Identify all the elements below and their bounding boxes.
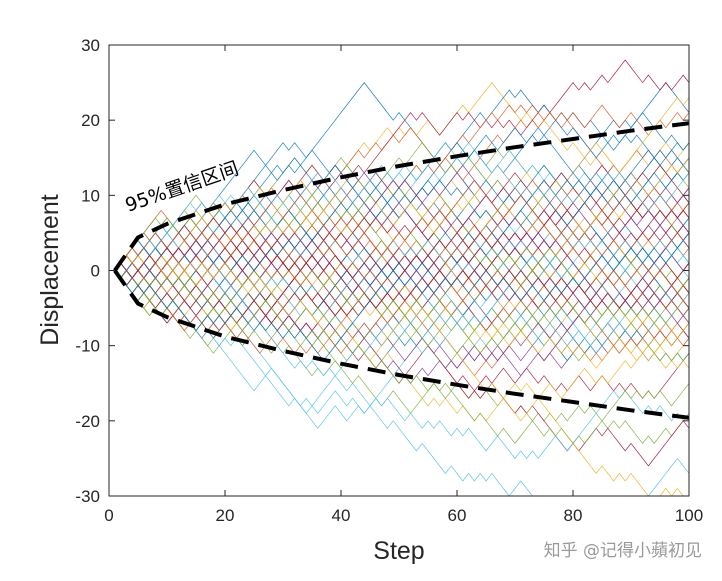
x-tick-label: 60 xyxy=(448,506,467,525)
y-tick-label: 0 xyxy=(91,262,100,281)
random-walk-path xyxy=(114,269,689,444)
x-tick-label: 80 xyxy=(564,506,583,525)
random-walk-path xyxy=(114,232,689,317)
y-tick-label: -30 xyxy=(75,487,100,506)
y-tick-label: 20 xyxy=(81,111,100,130)
random-walk-path xyxy=(114,217,689,309)
confidence-band-upper xyxy=(113,121,689,272)
random-walk-path xyxy=(114,172,689,309)
random-walk-path xyxy=(114,142,689,279)
watermark: 知乎 @记得小蘋初见 xyxy=(544,541,702,561)
x-tick-label: 40 xyxy=(332,506,351,525)
random-walk-path xyxy=(114,179,689,309)
x-tick-label: 0 xyxy=(104,506,113,525)
y-tick-label: 10 xyxy=(81,186,100,205)
confidence-band xyxy=(113,121,689,420)
y-tick-label: -10 xyxy=(75,337,100,356)
random-walk-path xyxy=(114,142,689,279)
x-tick-label: 100 xyxy=(675,506,703,525)
random-walk-path xyxy=(114,262,689,459)
random-walk-path xyxy=(114,232,689,362)
random-walk-path xyxy=(114,254,684,496)
y-tick-label: 30 xyxy=(81,36,100,55)
confidence-band-lower xyxy=(113,269,689,420)
random-walk-paths xyxy=(114,59,689,496)
x-tick-label: 20 xyxy=(216,506,235,525)
x-axis-title: Step xyxy=(373,537,424,565)
plot-area xyxy=(109,45,689,496)
y-tick-label: -20 xyxy=(75,412,100,431)
random-walk-path xyxy=(114,254,689,444)
y-axis-title: Displacement xyxy=(36,194,64,346)
